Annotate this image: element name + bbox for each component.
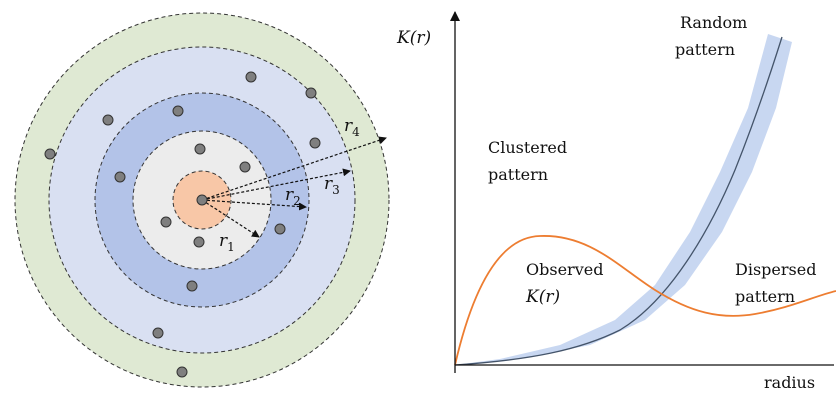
point bbox=[309, 137, 321, 149]
observed-k-curve bbox=[454, 235, 836, 366]
point bbox=[239, 161, 251, 173]
arrow-r4 bbox=[201, 136, 387, 201]
point bbox=[114, 171, 126, 183]
annotation-dispersed-pattern: Dispersed pattern bbox=[735, 260, 822, 306]
point bbox=[176, 366, 188, 378]
point bbox=[245, 71, 257, 83]
label-r3: r3 bbox=[324, 174, 340, 197]
point-set bbox=[44, 71, 321, 378]
point bbox=[152, 327, 164, 339]
arrow-r1 bbox=[201, 199, 260, 238]
point bbox=[186, 280, 198, 292]
point bbox=[274, 223, 286, 235]
label-r2: r2 bbox=[285, 185, 301, 208]
k-function-chart: K(r) radius Random pattern Clustered pat… bbox=[396, 11, 836, 392]
annotation-observed-k: Observed K(r) bbox=[525, 260, 609, 307]
annotation-clustered-pattern: Clustered pattern bbox=[488, 138, 572, 184]
point bbox=[194, 143, 206, 155]
random-pattern-curve bbox=[454, 36, 783, 366]
arrow-r3 bbox=[201, 168, 351, 201]
label-r4: r4 bbox=[344, 116, 360, 139]
arrow-r2 bbox=[201, 199, 307, 211]
random-pattern-band bbox=[455, 34, 792, 365]
y-axis-label: K(r) bbox=[396, 28, 431, 48]
annotation-random-pattern: Random pattern bbox=[675, 13, 752, 59]
point bbox=[102, 114, 114, 126]
point bbox=[160, 216, 172, 228]
label-r1: r1 bbox=[219, 231, 235, 254]
x-axis-label: radius bbox=[764, 373, 815, 392]
ring-diagram: r1 r2 r3 r4 bbox=[14, 12, 390, 388]
point bbox=[44, 148, 56, 160]
point bbox=[172, 105, 184, 117]
point bbox=[193, 236, 205, 248]
point bbox=[305, 87, 317, 99]
point bbox=[196, 194, 208, 206]
